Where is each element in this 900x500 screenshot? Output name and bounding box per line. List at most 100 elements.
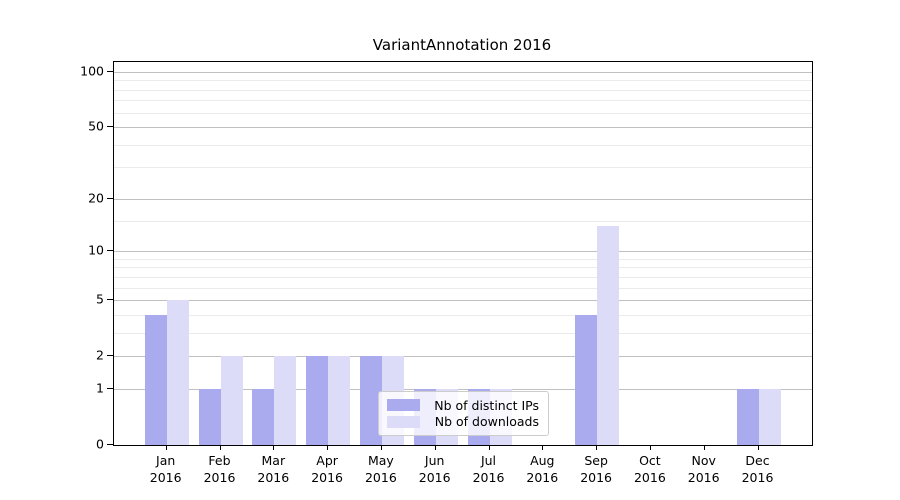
minor-gridline [114, 276, 812, 278]
y-tick-mark [107, 126, 113, 128]
year-label: 2016 [257, 470, 290, 485]
x-tick-label: Oct 2016 [634, 452, 666, 486]
x-tick-mark [596, 445, 598, 450]
month-label: Sep [584, 453, 608, 468]
y-tick-label: 20 [88, 190, 104, 206]
x-tick-mark [219, 445, 221, 450]
bar-downloads [597, 226, 620, 445]
bar-distinct-ips [736, 388, 759, 445]
month-label: Jan [156, 453, 176, 468]
year-label: 2016 [741, 470, 774, 485]
minor-gridline [114, 314, 812, 316]
year-label: 2016 [364, 470, 397, 485]
year-label: 2016 [526, 470, 559, 485]
x-tick-mark [380, 445, 382, 450]
minor-gridline [114, 89, 812, 91]
minor-gridline [114, 100, 812, 102]
major-gridline [114, 356, 812, 358]
y-tick-label: 50 [88, 118, 104, 134]
bar-downloads [328, 356, 351, 445]
x-tick-mark [488, 445, 490, 450]
month-label: Feb [208, 453, 231, 468]
x-tick-label: May 2016 [365, 452, 397, 486]
x-tick-mark [542, 445, 544, 450]
x-tick-label: Nov 2016 [688, 452, 720, 486]
minor-gridline [114, 167, 812, 169]
y-tick-mark [107, 70, 113, 72]
y-tick-label: 10 [88, 242, 104, 258]
year-label: 2016 [203, 470, 236, 485]
major-gridline [114, 251, 812, 253]
legend-row: Nb of downloads [387, 414, 539, 430]
x-tick-mark [327, 445, 329, 450]
month-label: May [367, 453, 394, 468]
x-tick-mark [703, 445, 705, 450]
minor-gridline [114, 332, 812, 334]
x-tick-mark [757, 445, 759, 450]
bar-distinct-ips [144, 314, 167, 445]
legend-swatch-icon [387, 415, 420, 428]
bar-downloads [220, 356, 243, 445]
chart-title: VariantAnnotation 2016 [372, 36, 552, 54]
bar-distinct-ips [575, 314, 598, 445]
x-tick-label: Dec 2016 [742, 452, 774, 486]
x-tick-label: Mar 2016 [257, 452, 289, 486]
bar-downloads [274, 356, 297, 445]
year-label: 2016 [580, 470, 612, 485]
y-tick-mark [107, 250, 113, 252]
year-label: 2016 [149, 470, 182, 485]
legend-label: Nb of downloads [434, 414, 539, 430]
legend-swatch-icon [387, 399, 420, 412]
minor-gridline [114, 287, 812, 289]
minor-gridline [114, 80, 812, 82]
y-tick-label: 1 [96, 380, 104, 396]
x-tick-label: Aug 2016 [526, 452, 558, 486]
x-tick-mark [165, 445, 167, 450]
legend-label: Nb of distinct IPs [434, 397, 539, 413]
bar-downloads [758, 388, 781, 445]
year-label: 2016 [687, 470, 720, 485]
minor-gridline [114, 258, 812, 260]
year-label: 2016 [472, 470, 505, 485]
legend: Nb of distinct IPs Nb of downloads [378, 391, 549, 436]
month-label: Aug [530, 453, 555, 468]
x-tick-label: Jul 2016 [473, 452, 505, 486]
year-label: 2016 [418, 470, 451, 485]
major-gridline [114, 127, 812, 129]
minor-gridline [114, 144, 812, 146]
x-tick-label: Jan 2016 [150, 452, 182, 486]
bar-distinct-ips [252, 388, 275, 445]
y-tick-label: 5 [96, 291, 104, 307]
x-tick-label: Apr 2016 [311, 452, 343, 486]
y-tick-mark [107, 444, 113, 445]
y-tick-mark [107, 387, 113, 389]
month-label: Nov [691, 453, 716, 468]
month-label: Jun [424, 453, 445, 468]
month-label: Oct [639, 453, 661, 468]
major-gridline [114, 388, 812, 390]
major-gridline [114, 300, 812, 302]
x-tick-mark [649, 445, 651, 450]
y-tick-mark [107, 355, 113, 357]
major-gridline [114, 71, 812, 73]
x-tick-mark [273, 445, 275, 450]
bar-distinct-ips [359, 356, 382, 445]
y-tick-label: 100 [80, 63, 104, 79]
month-label: Apr [316, 453, 338, 468]
month-label: Jul [480, 453, 497, 468]
plot-area: Nb of distinct IPs Nb of downloads [113, 61, 813, 446]
year-label: 2016 [311, 470, 343, 485]
y-tick-label: 0 [96, 436, 104, 452]
minor-gridline [114, 267, 812, 269]
major-gridline [114, 198, 812, 200]
bar-distinct-ips [306, 356, 329, 445]
bar-downloads [166, 300, 189, 445]
minor-gridline [114, 112, 812, 114]
y-tick-mark [107, 299, 113, 301]
minor-gridline [114, 220, 812, 222]
bar-distinct-ips [198, 388, 221, 445]
y-tick-label: 2 [96, 347, 104, 363]
year-label: 2016 [633, 470, 666, 485]
x-tick-label: Jun 2016 [419, 452, 451, 486]
